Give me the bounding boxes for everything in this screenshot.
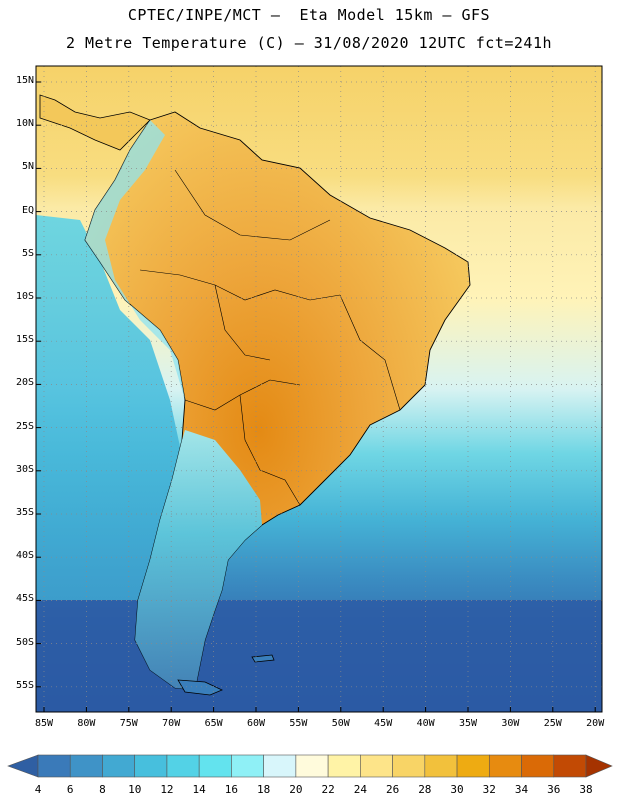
colorbar [7, 754, 613, 778]
lat-label: EQ [21, 204, 34, 216]
lat-label: 20S [15, 377, 34, 389]
axis-ticks [36, 81, 596, 712]
lon-label: 35W [458, 718, 478, 729]
lon-label: 50W [331, 718, 350, 729]
lat-label: 40S [15, 550, 34, 562]
lon-label: 30W [501, 718, 520, 729]
central-america-land [39, 94, 151, 151]
southern-ocean [36, 600, 602, 712]
colorbar-swatch [488, 754, 522, 778]
colorbar-label: 26 [385, 783, 400, 796]
colorbar-label: 18 [257, 783, 271, 796]
colorbar-label: 6 [66, 783, 74, 796]
colorbar-low-arrow [7, 754, 39, 778]
colorbar-label: 32 [482, 783, 496, 796]
lat-label: 15N [15, 75, 34, 86]
lat-label: 50S [15, 636, 34, 648]
lat-label: 5N [21, 161, 34, 173]
lat-label: 15S [15, 334, 34, 346]
colorbar-swatch [295, 754, 329, 778]
lon-label: 65W [204, 718, 223, 729]
lon-label: 45W [374, 718, 393, 729]
lon-label: 60W [246, 718, 266, 729]
lat-label: 45S [15, 593, 34, 605]
lon-label: 80W [77, 718, 96, 729]
lon-label: 70W [162, 718, 181, 729]
lat-label: 25S [15, 420, 34, 432]
lon-label: 55W [289, 718, 308, 729]
colorbar-swatch [69, 754, 103, 778]
country-borders [139, 169, 401, 506]
colorbar-swatch [263, 754, 297, 778]
colorbar-label: 36 [547, 783, 561, 796]
colorbar-label: 30 [450, 783, 464, 796]
colorbar-swatch [553, 754, 587, 778]
lat-label: 35S [15, 507, 34, 518]
lat-label: 5S [21, 247, 34, 259]
lon-label: 75W [119, 718, 138, 729]
lat-label: 30S [15, 463, 34, 475]
tierra-del-fuego [177, 679, 223, 696]
lat-label: 10S [15, 291, 34, 302]
lat-label: 55S [15, 679, 34, 691]
map-title: CPTEC/INPE/MCT – Eta Model 15km – GFS [127, 6, 491, 24]
pacific-cool-zone [36, 215, 200, 600]
lon-label: 40W [416, 718, 435, 729]
colorbar-label: 16 [224, 783, 239, 796]
colorbar-swatch [37, 754, 71, 778]
colorbar-label: 20 [289, 783, 303, 796]
andes-cool-strip [85, 120, 185, 400]
colorbar-swatch [521, 754, 555, 778]
colorbar-label: 8 [99, 783, 106, 796]
colorbar-swatch [231, 754, 264, 778]
colorbar-swatch [456, 754, 490, 778]
colorbar-label: 22 [321, 783, 335, 796]
colorbar-high-arrow [585, 754, 613, 778]
colorbar-label: 12 [160, 783, 174, 796]
map-frame [35, 65, 603, 713]
colorbar-swatch [424, 754, 458, 778]
colorbar-label: 38 [579, 783, 593, 796]
colorbar-label: 10 [128, 783, 142, 796]
lon-label: 20W [586, 718, 605, 729]
colorbar-swatch [392, 754, 426, 778]
colorbar-swatch [360, 754, 393, 778]
lat-label: 10N [15, 118, 34, 130]
colorbar-swatch [327, 754, 361, 778]
colorbar-swatch [198, 754, 232, 778]
lon-label: 25W [543, 718, 562, 729]
colorbar-label: 34 [514, 783, 529, 796]
southern-cone-cool [135, 430, 262, 690]
colorbar-label: 14 [192, 783, 206, 796]
colorbar-label: 4 [34, 783, 42, 796]
map-subtitle: 2 Metre Temperature (C) – 31/08/2020 12U… [65, 34, 553, 52]
colorbar-label: 24 [353, 783, 367, 796]
colorbar-swatch [166, 754, 200, 778]
colorbar-swatch [102, 754, 136, 778]
colorbar-label: 28 [418, 783, 432, 796]
falkland-islands [251, 654, 275, 663]
colorbar-swatch [134, 754, 168, 778]
lon-label: 85W [34, 718, 54, 729]
